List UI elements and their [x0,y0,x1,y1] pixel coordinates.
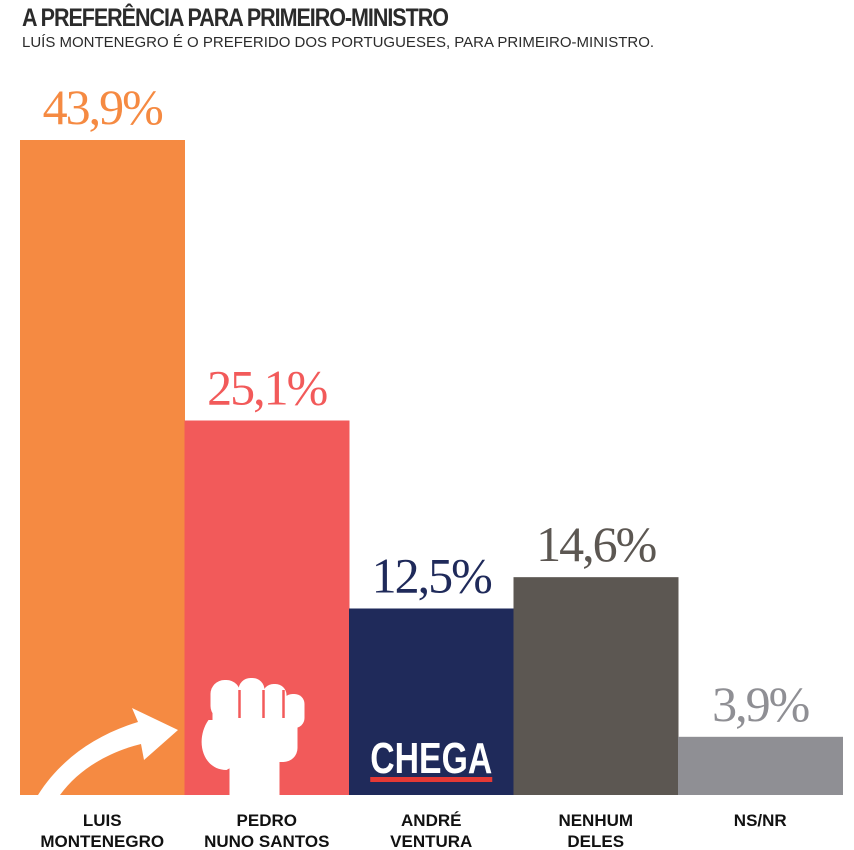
bar-1 [20,140,185,795]
fist-icon [201,678,305,795]
svg-text:CHEGA: CHEGA [370,734,492,783]
category-label-3: ANDRÉ VENTURA [390,811,472,850]
value-label-2: 25,1% [207,360,327,416]
chega-logo: CHEGA [370,734,493,783]
value-label-1: 43,9% [43,79,163,135]
bar-5 [678,736,843,795]
category-label-5: NS/NR [734,811,787,830]
category-label-1: LUIS MONTENEGRO [40,811,164,850]
bar-4 [513,577,679,795]
chart-subtitle: LUÍS MONTENEGRO É O PREFERIDO DOS PORTUG… [22,34,655,51]
value-label-5: 3,9% [712,676,809,732]
category-label-4: NENHUM DELES [558,811,633,850]
bar-3 [349,608,514,795]
value-label-4: 14,6% [536,516,656,572]
chart-title: A PREFERÊNCIA PARA PRIMEIRO-MINISTRO [22,4,449,32]
arrow-up-icon [38,708,178,795]
category-label-2: PEDRO NUNO SANTOS [204,811,329,850]
value-label-3: 12,5% [372,547,492,603]
